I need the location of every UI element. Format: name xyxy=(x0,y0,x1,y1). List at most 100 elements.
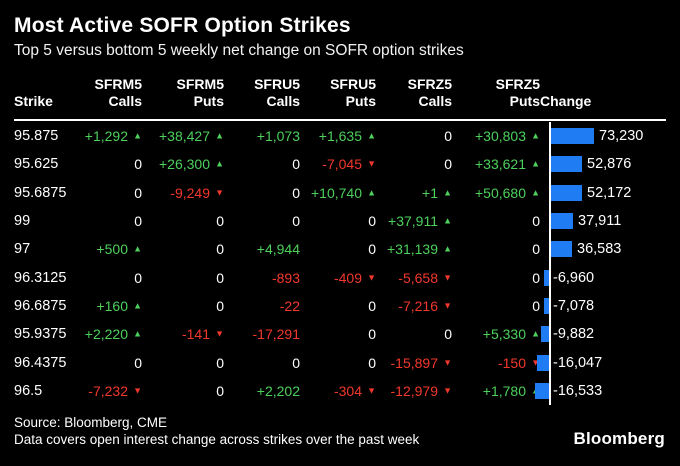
net-change-value: +1,780 xyxy=(482,382,526,399)
down-arrow-icon: ▼ xyxy=(215,187,224,198)
table-row: 95.9375 +2,220 ▲ -141 ▼ -17,291 0 0 +5,330 ▲ -9,88… xyxy=(14,320,666,348)
net-change-value: 0 xyxy=(532,213,540,230)
net-change-value: 0 xyxy=(216,269,224,286)
net-change-value: +10,740 xyxy=(311,184,362,201)
column-header-contract: SFRZ5 xyxy=(495,76,540,92)
table-row: 95.6875 0 -9,249 ▼ 0 +10,740 ▲ +1 ▲ +50,680 ▲ 52,17… xyxy=(14,179,666,207)
net-change-value: -12,979 xyxy=(390,382,438,399)
value-cell-u5p: 0 xyxy=(300,241,376,257)
net-change-value: -7,045 xyxy=(322,156,362,173)
down-arrow-icon: ▼ xyxy=(443,385,452,396)
value-cell-z5c: 0 xyxy=(376,128,452,144)
net-change-value: 0 xyxy=(216,213,224,230)
value-cell-z5c: -15,897 ▼ xyxy=(376,355,452,371)
net-change-value: 0 xyxy=(444,128,452,145)
net-change-value: 0 xyxy=(532,269,540,286)
change-value: 52,172 xyxy=(587,184,632,201)
change-cell: -7,078 xyxy=(540,292,666,320)
value-cell-z5c: +1 ▲ xyxy=(376,185,452,201)
column-header-contract xyxy=(14,76,80,93)
change-cell: -16,047 xyxy=(537,348,666,376)
net-change-value: 0 xyxy=(532,297,540,314)
column-header-z5p: SFRZ5 Puts xyxy=(452,76,540,110)
table-row: 96.6875 +160 ▲ 0 -22 0 -7,216 ▼ 0 -7,078 xyxy=(14,292,666,320)
value-cell-m5p: +38,427 ▲ xyxy=(142,128,224,144)
net-change-value: 0 xyxy=(292,213,300,230)
value-cell-m5p: 0 xyxy=(142,383,224,399)
value-cell-z5p: +5,330 ▲ xyxy=(452,326,540,342)
change-bar xyxy=(551,128,594,145)
net-change-value: 0 xyxy=(368,241,376,258)
down-arrow-icon: ▼ xyxy=(443,357,452,368)
net-change-value: 0 xyxy=(444,326,452,343)
value-cell-z5p: +1,780▲ xyxy=(452,383,540,399)
value-cell-u5p: 0 xyxy=(300,213,376,229)
net-change-value: -141 xyxy=(181,326,210,343)
value-cell-m5p: -9,249 ▼ xyxy=(142,185,224,201)
value-cell-u5p: +1,635 ▲ xyxy=(300,128,376,144)
column-header-label: Puts xyxy=(345,93,376,109)
value-cell-m5c: 0 xyxy=(80,270,142,286)
page-title: Most Active SOFR Option Strikes xyxy=(14,14,351,37)
column-header-change: Change xyxy=(540,76,666,110)
column-header-label: Calls xyxy=(266,93,300,109)
value-cell-u5c: -22 xyxy=(224,298,300,314)
value-cell-z5p: -150 ▼ xyxy=(452,355,540,371)
change-bar xyxy=(551,213,573,230)
column-header-label: Change xyxy=(540,93,592,109)
net-change-value: -5,658 xyxy=(398,269,438,286)
change-cell: 37,911 xyxy=(540,207,666,235)
net-change-value: +2,202 xyxy=(256,382,300,399)
up-arrow-icon: ▲ xyxy=(443,187,452,198)
value-cell-m5c: +500 ▲ xyxy=(80,241,142,257)
column-header-contract: SFRU5 xyxy=(254,76,300,92)
net-change-value: +1,292 xyxy=(84,128,128,145)
net-change-value: 0 xyxy=(444,156,452,173)
down-arrow-icon: ▼ xyxy=(367,385,376,396)
change-bar xyxy=(551,241,572,258)
net-change-value: +1,635 xyxy=(318,128,362,145)
strike-cell: 96.6875 xyxy=(14,297,67,314)
up-arrow-icon: ▲ xyxy=(531,187,540,198)
change-value: -7,078 xyxy=(553,297,595,314)
down-arrow-icon: ▼ xyxy=(367,272,376,283)
value-cell-m5c: 0 xyxy=(80,156,142,172)
net-change-value: 0 xyxy=(134,213,142,230)
value-cell-m5c: 0 xyxy=(80,185,142,201)
change-cell: 36,583 xyxy=(540,235,666,263)
value-cell-u5c: +2,202 xyxy=(224,383,300,399)
net-change-value: +38,427 xyxy=(159,128,210,145)
net-change-value: 0 xyxy=(368,354,376,371)
column-header-contract: SFRU5 xyxy=(330,76,376,92)
value-cell-m5p: -141 ▼ xyxy=(142,326,224,342)
header-divider xyxy=(14,119,666,121)
zero-axis-line xyxy=(549,122,551,405)
column-header-contract xyxy=(540,76,666,93)
column-header-label: Puts xyxy=(193,93,224,109)
strike-cell: 97 xyxy=(14,241,31,258)
change-value: -9,882 xyxy=(553,326,595,343)
column-header-u5c: SFRU5 Calls xyxy=(224,76,300,110)
change-value: -16,047 xyxy=(553,354,603,371)
net-change-value: +50,680 xyxy=(475,184,526,201)
change-cell: -16,533 xyxy=(535,377,666,405)
strike-cell: 95.9375 xyxy=(14,326,67,343)
net-change-value: +26,300 xyxy=(159,156,210,173)
change-cell: -6,960 xyxy=(540,263,666,291)
net-change-value: 0 xyxy=(216,241,224,258)
column-header-m5p: SFRM5 Puts xyxy=(142,76,224,110)
up-arrow-icon: ▲ xyxy=(531,158,540,169)
net-change-value: 0 xyxy=(368,326,376,343)
table-row: 96.4375 0 0 0 0 -15,897 ▼ -150 ▼ -16,047 xyxy=(14,348,666,376)
column-header-contract: SFRM5 xyxy=(176,76,224,92)
net-change-value: 0 xyxy=(368,213,376,230)
change-bar xyxy=(551,184,582,201)
value-cell-z5c: +37,911 ▲ xyxy=(376,213,452,229)
column-header-label: Puts xyxy=(509,93,540,109)
table-body: 95.875 +1,292 ▲ +38,427 ▲ +1,073 +1,635 ▲ 0 +30,8… xyxy=(14,122,666,405)
column-header-z5c: SFRZ5 Calls xyxy=(376,76,452,110)
value-cell-z5p: +33,621 ▲ xyxy=(452,156,540,172)
up-arrow-icon: ▲ xyxy=(443,215,452,226)
strike-cell: 95.6875 xyxy=(14,184,67,201)
